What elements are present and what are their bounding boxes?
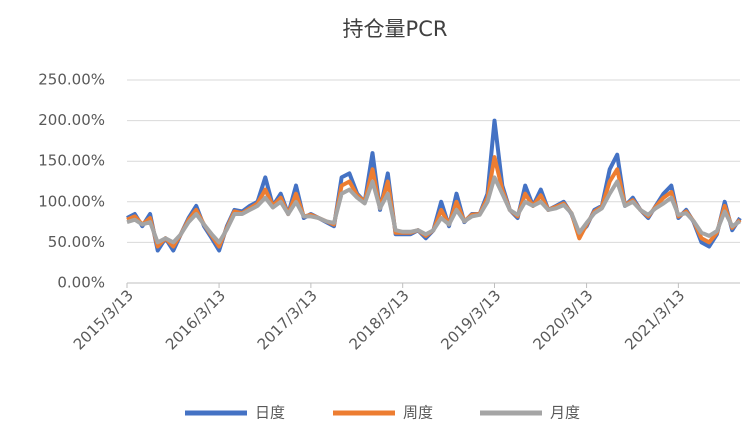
y-tick-label: 150.00%: [38, 152, 105, 170]
y-tick-label: 50.00%: [48, 233, 105, 251]
y-tick-label: 0.00%: [57, 274, 105, 292]
y-tick-label: 100.00%: [38, 192, 105, 210]
legend-label: 日度: [255, 404, 285, 422]
y-tick-label: 250.00%: [38, 71, 105, 89]
chart-title: 持仓量PCR: [343, 17, 448, 41]
y-tick-label: 200.00%: [38, 111, 105, 129]
legend-label: 月度: [550, 404, 580, 422]
legend-label: 周度: [403, 404, 433, 422]
series-line: [126, 175, 742, 245]
